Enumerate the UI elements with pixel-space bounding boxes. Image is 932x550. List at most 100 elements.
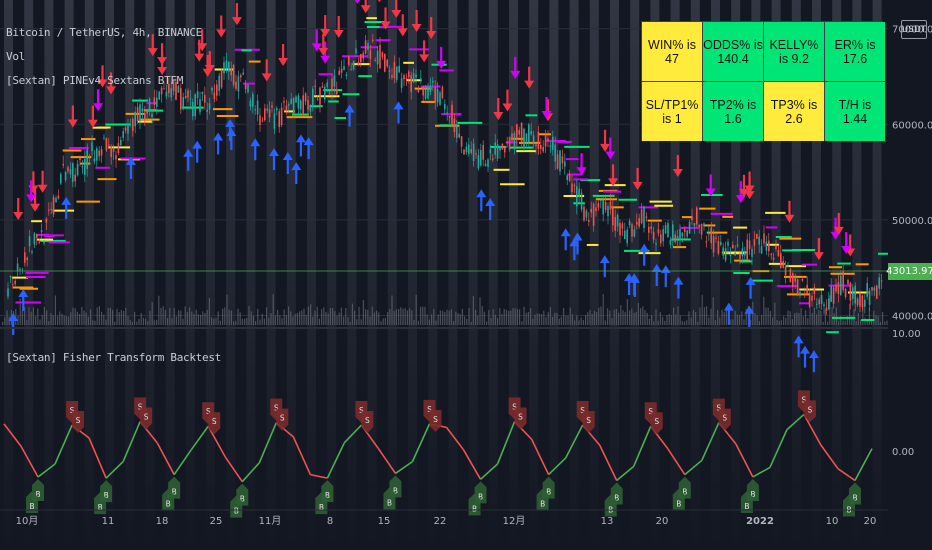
volume-bar (248, 306, 250, 325)
candle-body (544, 135, 547, 147)
volume-bar (598, 307, 600, 325)
candle-body (568, 173, 571, 181)
volume-bar (655, 309, 657, 325)
candle-body (297, 95, 300, 109)
candle-body (768, 240, 770, 252)
label-shape (672, 488, 685, 511)
volume-bar (70, 312, 72, 325)
volume-bar (692, 309, 694, 325)
up-arrow (745, 276, 756, 299)
arrow-head (600, 143, 611, 152)
label-text: S (580, 406, 585, 415)
arrow-head (673, 276, 684, 285)
time-axis: 10月 11 18 25 11月 8 15 22 12月 13 20 2022 10 20 (0, 509, 888, 527)
indicator-main-label[interactable]: [Sextan] PINEv4 Sextans BTFM (6, 74, 184, 87)
volume-bar (785, 318, 787, 325)
label-shape (315, 492, 328, 515)
time-tick: 10 (826, 516, 839, 527)
candle-body (283, 101, 285, 103)
candle-body (741, 248, 744, 257)
volume-bar (228, 309, 230, 325)
volume-bar (444, 312, 446, 325)
down-arrow (311, 29, 322, 52)
fisher-segment (480, 463, 499, 480)
volume-bar (879, 321, 881, 325)
candle-body (679, 229, 681, 240)
up-arrow (291, 162, 302, 185)
candle-body (492, 158, 494, 160)
volume-bar (754, 313, 756, 325)
background-band (266, 0, 276, 548)
volume-bar (510, 310, 512, 325)
background-band (650, 0, 660, 548)
arrow-head (660, 265, 671, 274)
down-arrow (784, 200, 795, 223)
volume-bar (182, 318, 184, 325)
symbol-title[interactable]: Bitcoin / TetherUS, 4h, BINANCE (6, 26, 202, 39)
candle-body (134, 111, 136, 127)
volume-bar (160, 307, 162, 325)
label-text: S (144, 413, 149, 422)
candle-body (98, 150, 100, 157)
candle-body (201, 91, 204, 95)
background-band (367, 0, 377, 548)
candle-body (700, 223, 703, 235)
candle-body (237, 76, 240, 92)
candle-body (129, 124, 132, 126)
volume-bar (41, 315, 43, 325)
volume-bar (373, 312, 375, 325)
candle-body (220, 70, 223, 88)
volume-bar (123, 310, 125, 325)
arrow-head (354, 0, 360, 4)
volume-bar (873, 310, 875, 325)
candle-body (28, 236, 31, 247)
volume-bar (855, 321, 857, 325)
indicator-sub-label[interactable]: [Sextan] Fisher Transform Backtest (6, 351, 221, 364)
volume-bar (347, 317, 349, 325)
candle-body (139, 104, 141, 122)
background-band (428, 0, 438, 548)
candle-body (288, 104, 290, 106)
time-tick: 8 (327, 516, 333, 527)
signal-arrows (8, 0, 856, 373)
volume-bar (618, 312, 620, 325)
currency-badge[interactable]: USDT (901, 20, 927, 39)
volume-bar (708, 317, 710, 325)
volume-bar (589, 309, 591, 325)
volume-bar (567, 315, 569, 325)
label-text: S (365, 416, 370, 425)
volume-bar (378, 312, 380, 325)
volume-bar (626, 299, 628, 325)
volume-bar (310, 304, 312, 325)
volume-label[interactable]: Vol (6, 50, 25, 63)
volume-bar (842, 320, 844, 325)
buy-label: B (230, 495, 243, 518)
volume-bar (171, 318, 173, 325)
candle-body (854, 285, 856, 304)
arrow-head (485, 198, 496, 207)
volume-bar (882, 312, 884, 325)
volume-bar (120, 310, 122, 325)
volume-bar (629, 310, 631, 325)
sell-label: S (650, 412, 663, 435)
volume-bar (772, 317, 774, 325)
volume-bar (211, 317, 213, 325)
candle-body (662, 229, 664, 242)
volume-bar (756, 315, 758, 325)
volume-bar (362, 299, 364, 325)
fisher-segment (462, 449, 482, 480)
fisher-segment (37, 463, 56, 478)
candle-body (780, 253, 782, 269)
fisher-segment (326, 442, 346, 479)
volume-bar (30, 311, 32, 325)
candle-body (588, 219, 590, 222)
stats-cell-er: ER% is 17.6 (825, 22, 885, 81)
candle-body (516, 124, 518, 140)
label-text: B (472, 504, 477, 513)
up-arrow (476, 189, 487, 212)
volume-bar (136, 321, 138, 325)
volume-bar (457, 313, 459, 325)
down-arrow (333, 15, 344, 38)
down-arrow (605, 137, 616, 160)
